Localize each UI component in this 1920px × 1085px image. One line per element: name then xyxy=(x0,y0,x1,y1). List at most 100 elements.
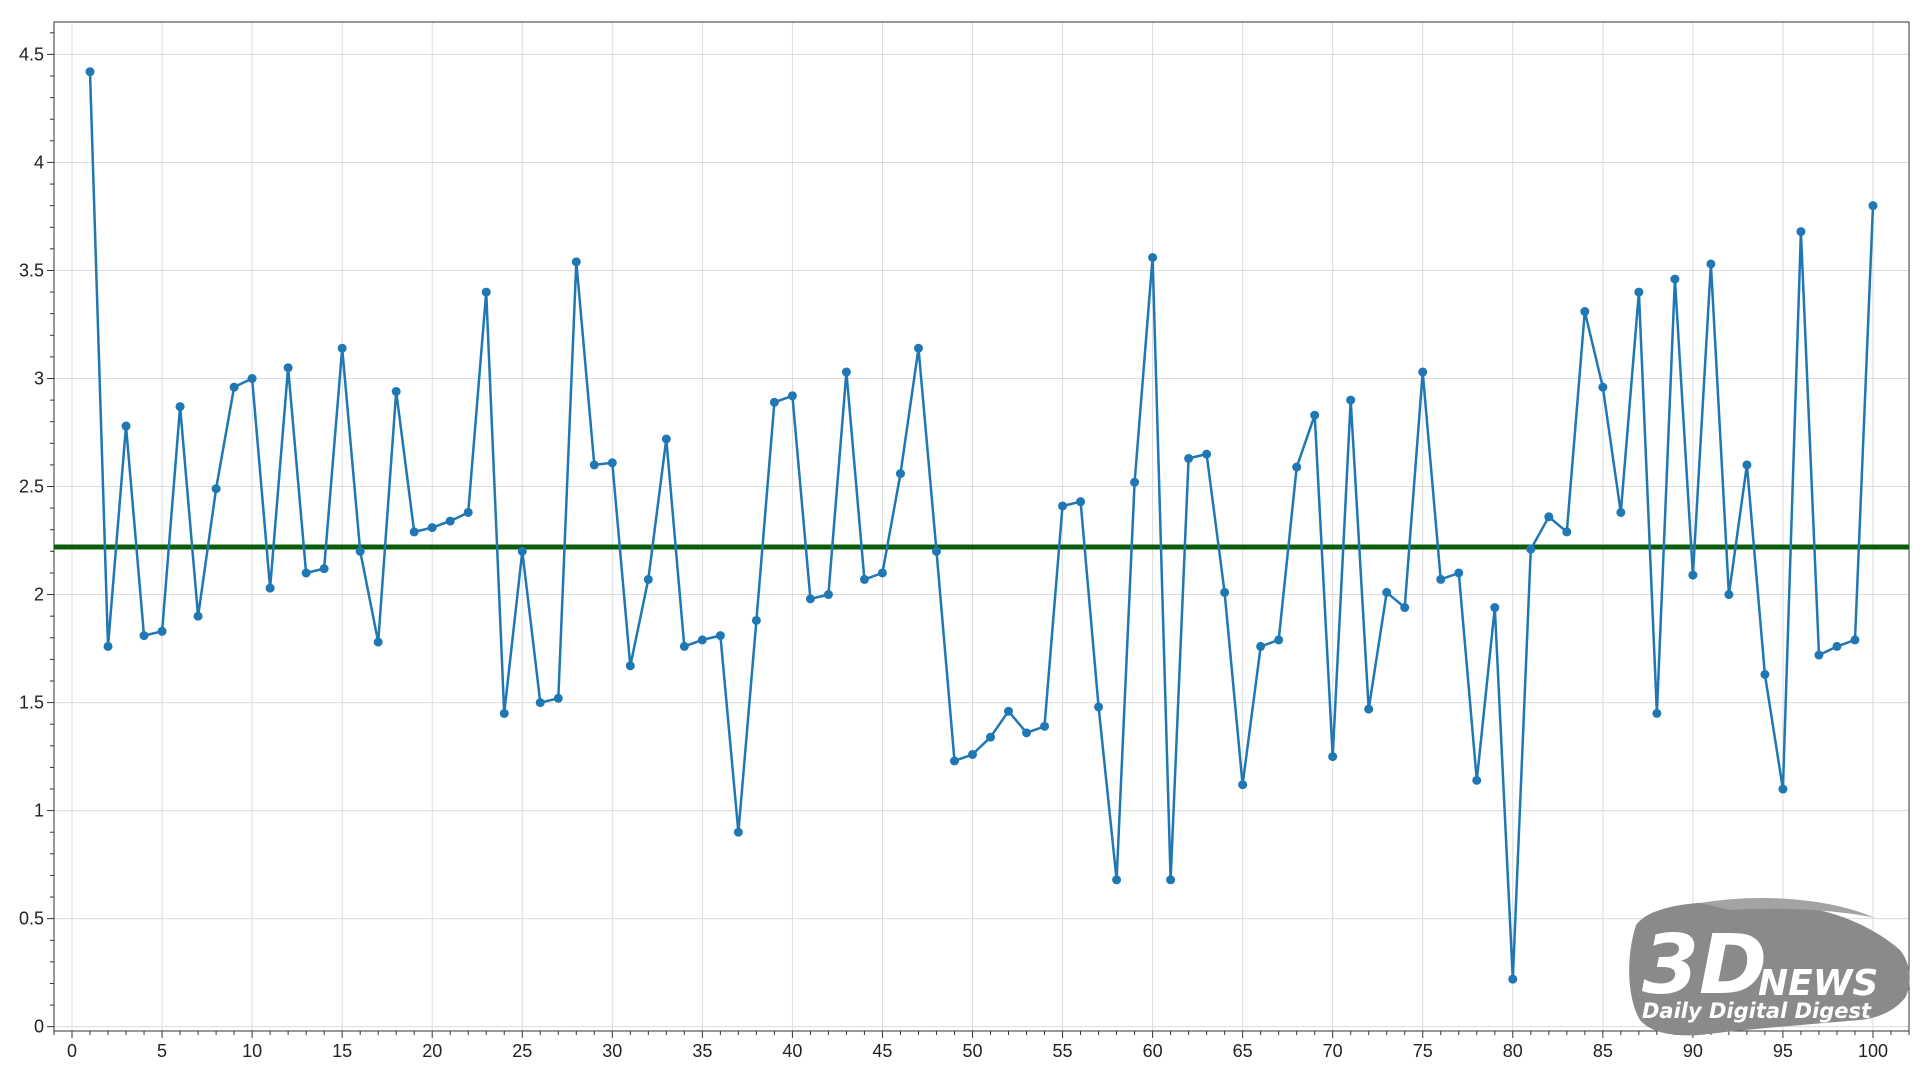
data-point xyxy=(967,749,977,759)
x-tick-label: 40 xyxy=(782,1041,802,1061)
x-tick-label: 35 xyxy=(692,1041,712,1061)
x-tick-label: 5 xyxy=(157,1041,167,1061)
data-point xyxy=(1706,259,1716,269)
data-point xyxy=(697,635,707,645)
data-point xyxy=(1328,752,1338,762)
data-point xyxy=(1238,780,1248,790)
data-point xyxy=(373,637,383,647)
data-point xyxy=(139,631,149,641)
data-point xyxy=(571,257,581,267)
x-tick-label: 30 xyxy=(602,1041,622,1061)
data-point xyxy=(337,343,347,353)
data-point xyxy=(1022,728,1032,738)
data-point xyxy=(1472,775,1482,785)
watermark-brush-streak xyxy=(1700,898,1875,918)
data-point xyxy=(1526,544,1536,554)
data-point xyxy=(103,641,113,651)
data-point xyxy=(643,574,653,584)
data-point xyxy=(1112,875,1122,885)
data-point xyxy=(1148,253,1158,263)
y-tick-label: 2.5 xyxy=(19,477,44,497)
data-point xyxy=(409,527,419,537)
data-point xyxy=(1796,227,1806,237)
x-tick-label: 85 xyxy=(1593,1041,1613,1061)
x-tick-label: 100 xyxy=(1858,1041,1888,1061)
data-point xyxy=(1400,603,1410,613)
data-point xyxy=(913,343,923,353)
data-point xyxy=(1454,568,1464,578)
x-tick-label: 20 xyxy=(422,1041,442,1061)
data-point xyxy=(1436,574,1446,584)
data-point xyxy=(625,661,635,671)
data-point xyxy=(1310,410,1320,420)
data-point xyxy=(1544,512,1554,522)
data-point xyxy=(1418,367,1428,377)
data-point xyxy=(986,732,996,742)
x-tick-label: 45 xyxy=(872,1041,892,1061)
data-point xyxy=(1274,635,1284,645)
watermark-3d-text: 3D xyxy=(1642,918,1767,1013)
x-tick-label: 0 xyxy=(67,1041,77,1061)
data-point xyxy=(949,756,959,766)
y-tick-label: 0.5 xyxy=(19,909,44,929)
data-point xyxy=(193,611,203,621)
data-point xyxy=(823,590,833,600)
series-group xyxy=(85,67,1878,984)
data-point xyxy=(1184,453,1194,463)
watermark-tagline: Daily Digital Digest xyxy=(1642,999,1872,1023)
data-point xyxy=(607,458,617,468)
data-point xyxy=(229,382,239,392)
data-point xyxy=(877,568,887,578)
data-point xyxy=(247,373,257,383)
data-point xyxy=(355,546,365,556)
data-point xyxy=(553,693,563,703)
data-point xyxy=(463,507,473,517)
data-point xyxy=(1688,570,1698,580)
grid-lines xyxy=(54,22,1909,1031)
data-point xyxy=(1292,462,1302,472)
data-point xyxy=(319,564,329,574)
data-point xyxy=(1004,706,1014,716)
watermark-logo: 3D NEWS Daily Digital Digest xyxy=(1629,898,1910,1036)
data-point xyxy=(1598,382,1608,392)
data-point xyxy=(1850,635,1860,645)
data-point xyxy=(1580,307,1590,317)
data-point xyxy=(1166,875,1176,885)
data-point xyxy=(1868,201,1878,211)
data-point xyxy=(661,434,671,444)
axes xyxy=(53,21,1910,1032)
data-point xyxy=(427,523,437,533)
series-line xyxy=(88,71,1875,981)
data-point xyxy=(1256,641,1266,651)
data-point xyxy=(175,402,185,412)
x-tick-label: 70 xyxy=(1323,1041,1343,1061)
data-point xyxy=(1670,274,1680,284)
x-tick-label: 65 xyxy=(1233,1041,1253,1061)
data-point xyxy=(1076,497,1086,507)
x-tick-label: 75 xyxy=(1413,1041,1433,1061)
x-tick-label: 95 xyxy=(1773,1041,1793,1061)
x-tick-label: 80 xyxy=(1503,1041,1523,1061)
data-point xyxy=(841,367,851,377)
x-tick-label: 25 xyxy=(512,1041,532,1061)
y-tick-label: 3 xyxy=(34,368,44,388)
data-point xyxy=(283,363,293,373)
x-tick-label: 60 xyxy=(1143,1041,1163,1061)
data-point xyxy=(895,469,905,479)
data-point xyxy=(1832,641,1842,651)
data-point xyxy=(481,287,491,297)
data-point xyxy=(1760,670,1770,680)
data-point xyxy=(1742,460,1752,470)
data-point xyxy=(499,708,509,718)
data-point xyxy=(85,67,95,77)
data-point xyxy=(769,397,779,407)
watermark-brush-shape xyxy=(1629,902,1910,1036)
x-tick-label: 10 xyxy=(242,1041,262,1061)
x-tick-label: 55 xyxy=(1053,1041,1073,1061)
x-tick-label: 50 xyxy=(962,1041,982,1061)
data-point xyxy=(1652,708,1662,718)
data-point xyxy=(679,641,689,651)
data-point xyxy=(859,574,869,584)
